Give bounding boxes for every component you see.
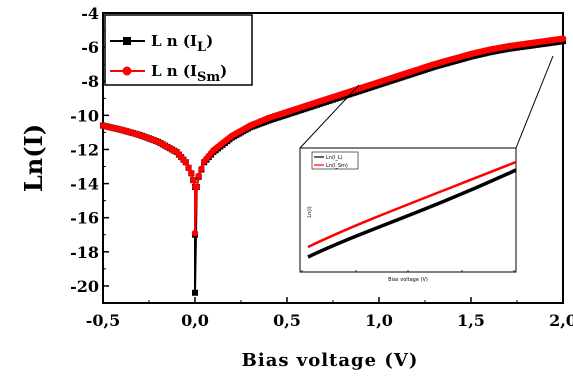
data-point xyxy=(188,170,195,177)
inset-ylabel: Ln(I) xyxy=(307,206,313,217)
legend: L n (IL) L n (ISm) xyxy=(104,14,253,86)
inset-series-line-black xyxy=(307,168,517,259)
y-tick-label: -4 xyxy=(81,4,99,23)
legend-label-1: L n (IL) xyxy=(151,32,213,55)
x-tick-label: -0,5 xyxy=(86,311,120,330)
data-point xyxy=(191,229,199,237)
x-tick-label: 0,5 xyxy=(273,311,301,330)
zoom-connector-right xyxy=(515,55,554,149)
data-point xyxy=(198,165,205,172)
y-tick-label: -20 xyxy=(70,277,99,296)
inset-ticks xyxy=(301,270,515,272)
data-point xyxy=(559,35,567,42)
axes: -0,5 0,0 0,5 1,0 1,5 2,0 -4 -6 -8 -10 -12 -14 -16 -18… xyxy=(70,4,573,330)
y-tick-label: -10 xyxy=(70,106,99,125)
x-tick-label: 2,0 xyxy=(549,311,573,330)
data-point xyxy=(192,289,198,296)
inset-xlabel: Bias voltage (V) xyxy=(388,277,428,283)
legend-marker-circle-icon xyxy=(122,66,132,76)
x-tick-label: 1,0 xyxy=(365,311,393,330)
x-tick-label: 1,5 xyxy=(457,311,485,330)
y-tick-label: -14 xyxy=(70,175,99,194)
zoom-connector-left xyxy=(299,84,360,149)
inset-series-line-red xyxy=(307,160,517,249)
inset-legend-label-2: Ln(I_Sm) xyxy=(326,163,348,169)
inset-zoom-plot: Ln(I_L) Ln(I_Sm) Ln(I) Bias voltage (V) xyxy=(299,147,517,283)
data-point xyxy=(185,164,192,172)
y-tick-label: -8 xyxy=(81,72,99,91)
inset-legend: Ln(I_L) Ln(I_Sm) xyxy=(311,151,359,170)
legend-label-2: L n (ISm) xyxy=(151,62,227,85)
legend-marker-square-icon xyxy=(123,37,131,45)
y-tick-label: -16 xyxy=(70,209,99,228)
inset-legend-label-1: Ln(I_L) xyxy=(326,155,343,161)
x-tick-label: 0,0 xyxy=(181,311,209,330)
x-axis-title: Bias voltage (V) xyxy=(242,350,419,371)
data-point xyxy=(189,176,197,184)
y-axis-title: Ln(I) xyxy=(19,124,48,192)
data-series xyxy=(99,35,567,296)
y-tick-label: -12 xyxy=(70,140,99,159)
data-point xyxy=(195,172,202,180)
y-tick-label: -18 xyxy=(70,243,99,262)
data-point xyxy=(182,159,189,166)
data-point xyxy=(193,183,201,191)
y-tick-label: -6 xyxy=(81,38,99,57)
